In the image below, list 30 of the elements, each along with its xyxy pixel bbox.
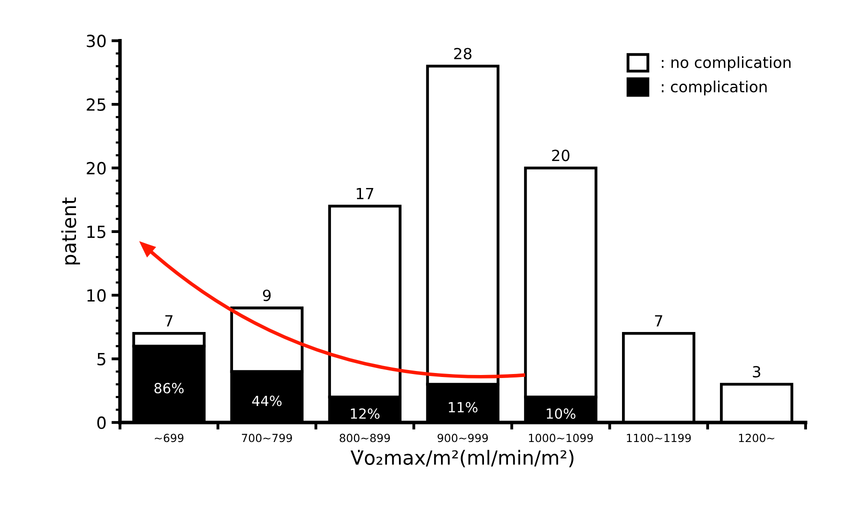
x-tick-label: 1100~1199 [626, 434, 691, 442]
total-label: 9 [262, 290, 271, 302]
y-tick-label: 20 [86, 162, 106, 175]
x-tick-label: 1200~ [739, 434, 774, 442]
x-tick-label: 800~899 [340, 434, 390, 442]
total-label: 3 [752, 366, 760, 378]
y-tick-label: 25 [86, 98, 106, 111]
annotation: 10% [546, 408, 576, 419]
y-tick-label: 10 [87, 289, 106, 302]
x-tick-label: 700~799 [242, 434, 292, 442]
y-axis-title: patient [61, 197, 80, 264]
y-tick-label: 30 [86, 34, 106, 48]
x-tick-label: 1000~1099 [529, 434, 593, 442]
y-tick-label: 5 [97, 353, 106, 366]
legend-label: : complication [662, 80, 767, 96]
total-label: 7 [655, 315, 662, 326]
total-label: 17 [356, 188, 374, 200]
legend-label: : no complication [662, 56, 791, 72]
x-tick-label: 900~999 [438, 434, 488, 442]
y-tick-label: 0 [97, 416, 106, 430]
total-label: 28 [454, 48, 472, 60]
annotation: 12% [350, 408, 380, 419]
x-axis-title: V̇o₂max/m²(ml/min/m²) [350, 450, 574, 468]
total-label: 20 [552, 150, 570, 162]
annotation: 11% [448, 402, 478, 412]
annotation: 44% [252, 396, 282, 406]
total-label: 7 [165, 315, 173, 326]
y-tick-label: 15 [87, 226, 106, 238]
x-tick-label: ~699 [154, 434, 184, 442]
annotation: 86% [154, 382, 184, 394]
